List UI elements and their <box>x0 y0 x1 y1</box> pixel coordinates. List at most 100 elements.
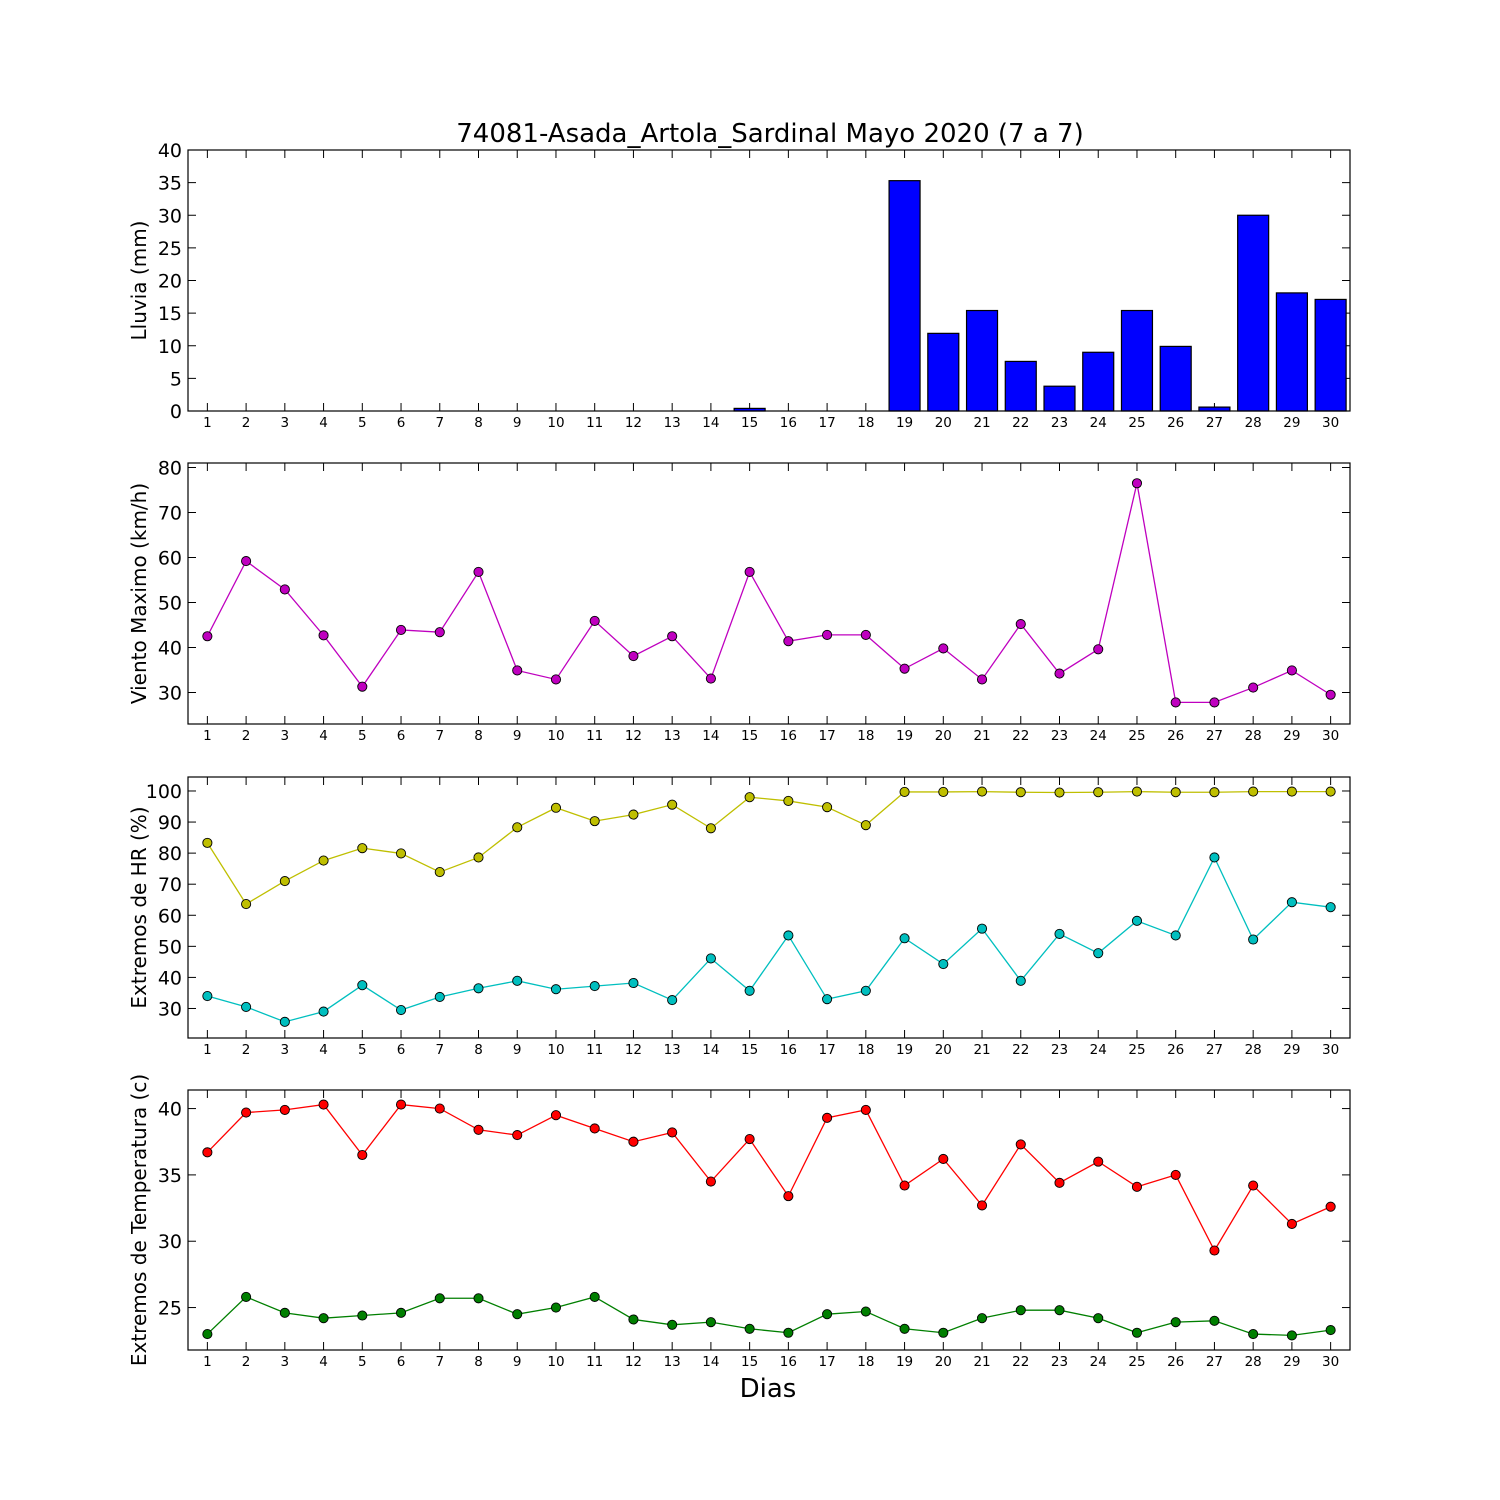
data-point <box>279 876 290 887</box>
x-tick-label: 11 <box>586 415 603 431</box>
x-tick-label: 16 <box>780 728 797 744</box>
data-point <box>1209 1245 1220 1256</box>
data-point <box>395 624 407 636</box>
x-tick-label: 11 <box>586 1042 603 1058</box>
x-tick-label: 1 <box>203 1042 212 1058</box>
data-point <box>1093 1156 1104 1167</box>
x-tick-label: 2 <box>242 1042 251 1058</box>
data-point <box>550 984 562 995</box>
x-tick-label: 24 <box>1090 728 1107 744</box>
x-tick-label: 22 <box>1012 415 1029 431</box>
y-tick-label: 30 <box>158 205 182 227</box>
y-tick-label: 15 <box>158 303 182 325</box>
y-axis-label: Extremos de HR (%) <box>127 806 151 1008</box>
data-point <box>744 1323 755 1334</box>
data-point <box>202 837 213 848</box>
x-tick-label: 14 <box>702 1042 719 1058</box>
data-point <box>357 843 368 854</box>
x-tick-label: 1 <box>203 728 212 744</box>
data-point <box>938 959 949 970</box>
x-tick-label: 13 <box>664 1042 681 1058</box>
data-point <box>1093 644 1104 655</box>
data-point <box>357 1149 368 1161</box>
data-point <box>744 566 755 577</box>
data-point <box>279 584 290 595</box>
x-tick-label: 5 <box>358 415 367 431</box>
data-point <box>202 1147 213 1158</box>
data-point <box>202 991 213 1002</box>
y-tick-label: 35 <box>158 1165 182 1187</box>
y-tick-label: 25 <box>158 238 182 260</box>
data-point <box>938 1327 949 1338</box>
data-point <box>1286 665 1297 676</box>
x-tick-label: 8 <box>474 415 483 431</box>
x-tick-label: 20 <box>935 1042 952 1058</box>
data-point <box>512 1309 523 1320</box>
data-point <box>434 991 445 1003</box>
data-point <box>395 1099 407 1110</box>
rain-bar <box>1275 292 1308 412</box>
x-tick-label: 2 <box>242 415 251 431</box>
data-point <box>705 1317 716 1328</box>
data-point <box>667 1127 678 1138</box>
data-point <box>241 1001 252 1012</box>
data-point <box>395 1307 407 1318</box>
x-tick-label: 7 <box>435 415 444 431</box>
data-point <box>1248 934 1259 945</box>
rain-bar <box>1043 385 1076 412</box>
data-point <box>473 983 484 994</box>
x-tick-label: 16 <box>780 1354 797 1370</box>
x-tick-label: 13 <box>664 415 681 431</box>
x-tick-label: 14 <box>702 728 719 744</box>
x-tick-label: 9 <box>513 728 522 744</box>
y-axis-label: Extremos de Temperatura (c) <box>127 1074 151 1366</box>
rain-bar <box>1004 360 1037 412</box>
x-tick-label: 30 <box>1322 1354 1339 1370</box>
data-point <box>1286 1330 1297 1341</box>
x-tick-label: 14 <box>702 415 719 431</box>
x-tick-label: 10 <box>547 1354 564 1370</box>
x-tick-label: 25 <box>1128 728 1145 744</box>
x-tick-label: 7 <box>435 728 444 744</box>
data-point <box>899 1180 910 1191</box>
x-tick-label: 9 <box>513 415 522 431</box>
data-point <box>628 1136 639 1147</box>
data-point <box>589 615 600 627</box>
x-tick-label: 12 <box>625 728 642 744</box>
x-tick-label: 18 <box>857 1354 874 1370</box>
x-tick-label: 20 <box>935 728 952 744</box>
x-tick-label: 27 <box>1206 1354 1223 1370</box>
data-point <box>860 629 871 640</box>
x-tick-label: 24 <box>1090 1042 1107 1058</box>
y-tick-label: 70 <box>158 503 182 525</box>
data-point <box>1325 689 1336 700</box>
x-tick-label: 21 <box>973 415 990 431</box>
x-tick-label: 25 <box>1128 1042 1145 1058</box>
x-tick-label: 20 <box>935 415 952 431</box>
x-tick-label: 14 <box>702 1354 719 1370</box>
x-tick-label: 15 <box>741 415 758 431</box>
x-tick-label: 4 <box>319 1042 328 1058</box>
data-point <box>899 1323 910 1334</box>
data-point <box>202 631 213 642</box>
x-tick-label: 18 <box>857 1042 874 1058</box>
x-tick-label: 30 <box>1322 1042 1339 1058</box>
x-tick-label: 12 <box>625 1042 642 1058</box>
data-point <box>1248 1180 1259 1191</box>
data-point <box>550 802 562 813</box>
data-point <box>550 1110 562 1121</box>
x-axis-label: Dias <box>740 1374 797 1404</box>
data-point <box>1209 1315 1220 1326</box>
x-tick-label: 27 <box>1206 728 1223 744</box>
x-tick-label: 17 <box>819 1042 836 1058</box>
y-tick-label: 40 <box>158 1099 182 1121</box>
x-tick-label: 19 <box>896 728 913 744</box>
data-point <box>1054 787 1065 798</box>
data-point <box>628 977 639 989</box>
x-tick-label: 23 <box>1051 1354 1068 1370</box>
data-point <box>744 1134 755 1145</box>
data-point <box>899 786 910 797</box>
